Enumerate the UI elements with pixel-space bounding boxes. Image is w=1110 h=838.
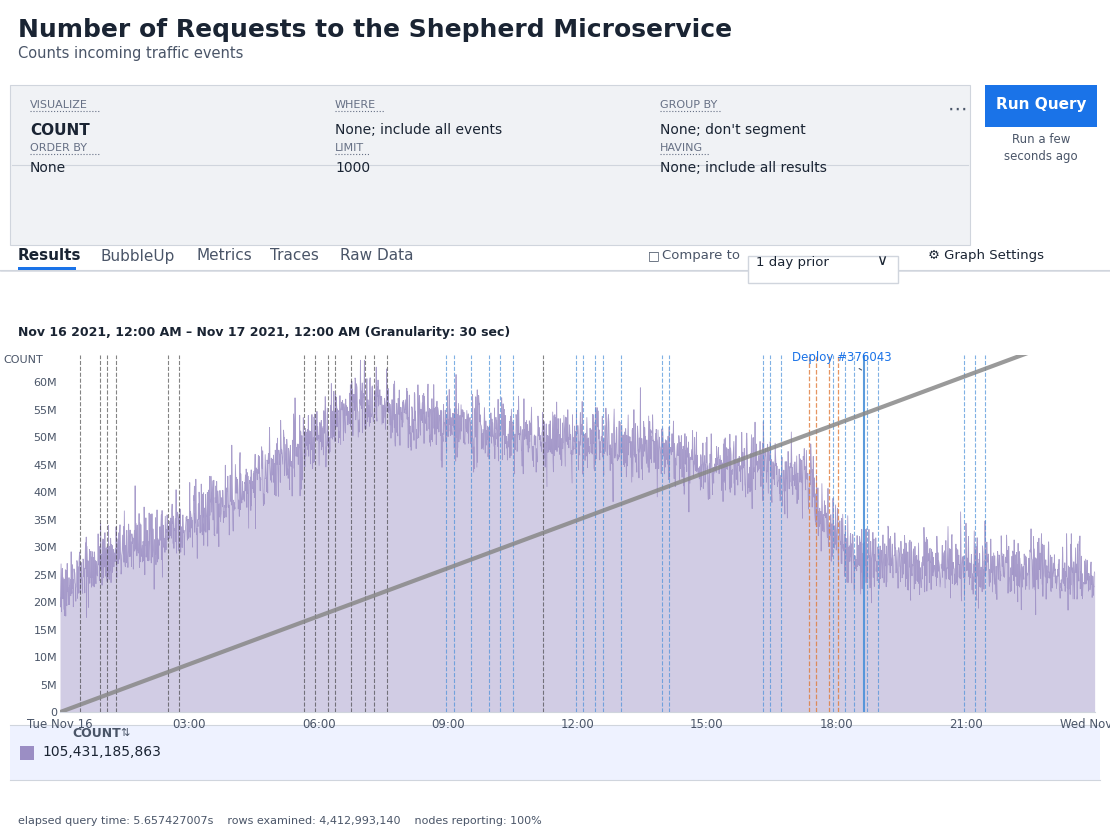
Text: 1 day prior: 1 day prior (756, 256, 829, 269)
Text: None; don't segment: None; don't segment (660, 123, 806, 137)
Bar (10, 725, 1100, 780)
Bar (748, 256, 898, 283)
Bar (985, 85, 1097, 127)
Text: None: None (30, 161, 67, 175)
Text: Counts incoming traffic events: Counts incoming traffic events (18, 46, 243, 61)
Text: □: □ (648, 250, 659, 262)
Text: WHERE: WHERE (335, 100, 376, 110)
Text: Metrics: Metrics (196, 249, 253, 263)
Text: COUNT: COUNT (72, 727, 121, 740)
Text: Traces: Traces (270, 249, 319, 263)
Text: VISUALIZE: VISUALIZE (30, 100, 88, 110)
Text: LIMIT: LIMIT (335, 143, 364, 153)
Text: None; include all events: None; include all events (335, 123, 502, 137)
Text: COUNT: COUNT (30, 123, 90, 138)
Text: Number of Requests to the Shepherd Microservice: Number of Requests to the Shepherd Micro… (18, 18, 733, 42)
Text: Deploy #376043: Deploy #376043 (793, 351, 891, 370)
Bar (10, 85, 970, 245)
Text: ⚙ Graph Settings: ⚙ Graph Settings (928, 250, 1045, 262)
Text: 1000: 1000 (335, 161, 370, 175)
Text: Run Query: Run Query (996, 97, 1087, 112)
Text: Compare to: Compare to (662, 250, 740, 262)
Text: 105,431,185,863: 105,431,185,863 (42, 744, 161, 758)
Text: ⇅: ⇅ (120, 728, 130, 738)
Bar (10, 85, 970, 245)
Text: COUNT: COUNT (3, 355, 43, 365)
Text: None; include all results: None; include all results (660, 161, 827, 175)
Bar (20, 746, 34, 759)
Text: Results: Results (18, 249, 81, 263)
Text: ORDER BY: ORDER BY (30, 143, 87, 153)
Text: ∨: ∨ (876, 253, 887, 268)
Text: elapsed query time: 5.657427007s    rows examined: 4,412,993,140    nodes report: elapsed query time: 5.657427007s rows ex… (18, 816, 542, 826)
Text: Run a few
seconds ago: Run a few seconds ago (1005, 133, 1078, 163)
Bar (18, 267, 75, 270)
Text: BubbleUp: BubbleUp (100, 249, 174, 263)
Text: HAVING: HAVING (660, 143, 703, 153)
Text: ⋯: ⋯ (948, 100, 968, 119)
Text: Raw Data: Raw Data (340, 249, 414, 263)
Text: Nov 16 2021, 12:00 AM – Nov 17 2021, 12:00 AM (Granularity: 30 sec): Nov 16 2021, 12:00 AM – Nov 17 2021, 12:… (18, 326, 511, 339)
Text: GROUP BY: GROUP BY (660, 100, 717, 110)
